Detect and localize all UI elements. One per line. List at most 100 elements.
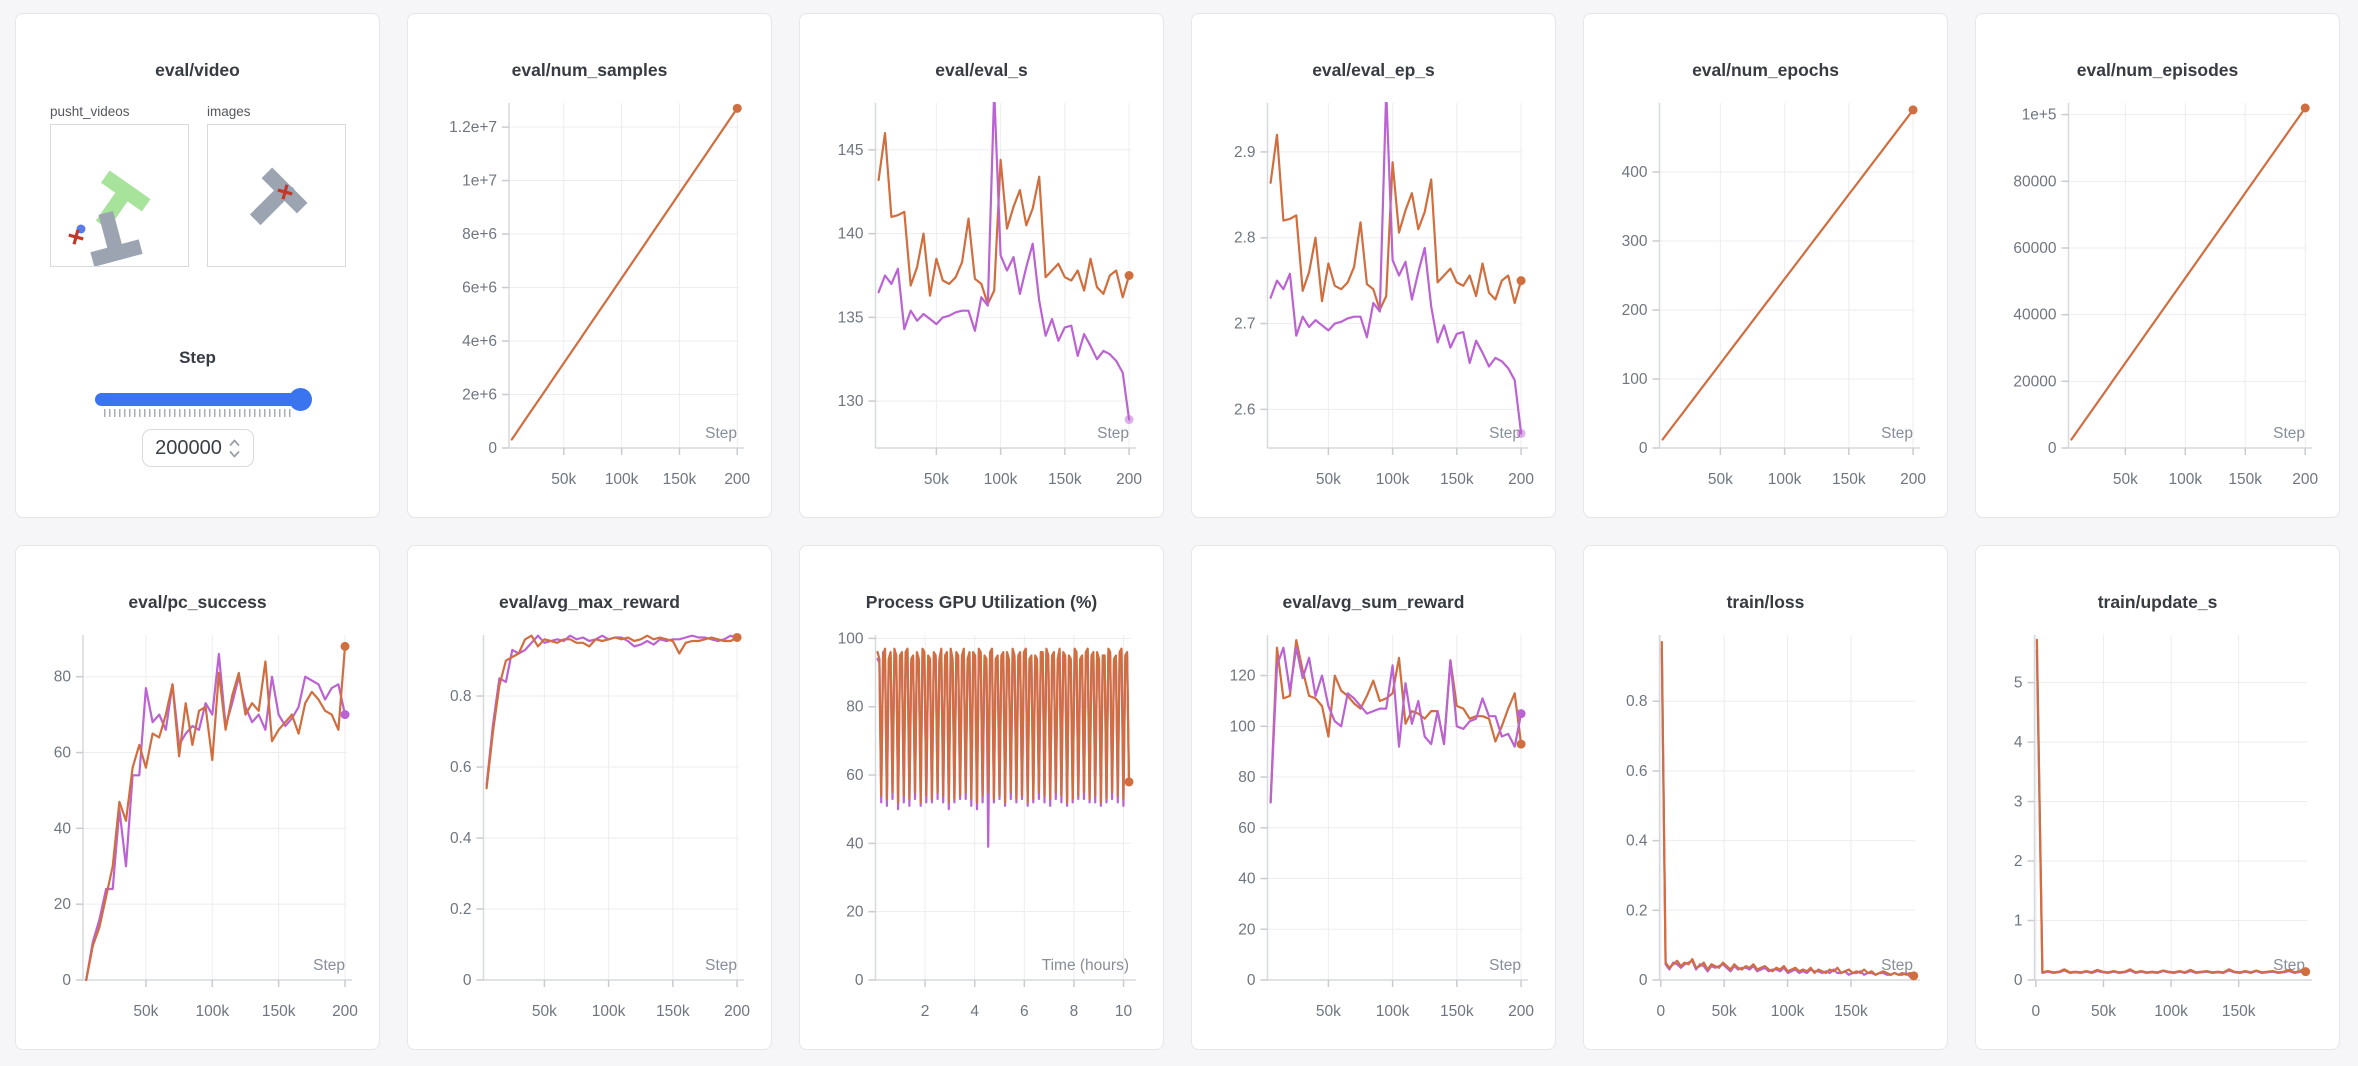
svg-text:50k: 50k <box>1316 1003 1341 1020</box>
svg-text:150k: 150k <box>1832 471 1866 488</box>
step-input[interactable]: 200000 <box>141 429 254 467</box>
svg-text:50k: 50k <box>133 1003 158 1020</box>
svg-text:Step: Step <box>705 957 737 974</box>
svg-text:120: 120 <box>1230 668 1256 685</box>
svg-text:1: 1 <box>2014 913 2023 930</box>
red-cross-icon <box>68 229 84 245</box>
line-chart[interactable]: 50k 100k 150k 200 0 2e+6 4e+6 6e+6 8e+6 1e+7 1.2e+… <box>408 88 772 518</box>
svg-text:200: 200 <box>1622 302 1648 319</box>
slider-tick-marks <box>103 409 292 417</box>
line-chart[interactable]: 0 50k 100k 150k 0 1 2 3 4 5 Step <box>1976 620 2340 1050</box>
svg-text:Step: Step <box>1881 425 1913 442</box>
svg-text:5: 5 <box>2014 675 2023 692</box>
svg-text:Time (hours): Time (hours) <box>1042 957 1129 974</box>
svg-text:100k: 100k <box>984 471 1018 488</box>
svg-text:0.6: 0.6 <box>1626 763 1648 780</box>
image-thumbnail[interactable] <box>207 124 346 267</box>
svg-text:50k: 50k <box>2113 471 2138 488</box>
svg-text:10: 10 <box>1115 1003 1133 1020</box>
chart-panel-train-update-s: train/update_s 0 50k 100k 150k 0 1 2 3 4 5 Step <box>1975 545 2340 1050</box>
svg-text:100k: 100k <box>2154 1003 2188 1020</box>
svg-text:4e+6: 4e+6 <box>462 333 497 350</box>
media-panel-eval-video: eval/video pusht_videos <box>15 13 380 518</box>
svg-text:Step: Step <box>1489 957 1521 974</box>
svg-text:150k: 150k <box>2228 471 2262 488</box>
svg-text:60: 60 <box>846 767 864 784</box>
svg-text:Step: Step <box>1489 425 1521 442</box>
svg-text:0: 0 <box>1656 1003 1665 1020</box>
svg-text:100k: 100k <box>1376 471 1410 488</box>
svg-text:300: 300 <box>1622 233 1648 250</box>
slider-track[interactable] <box>94 388 312 411</box>
svg-text:2.6: 2.6 <box>1234 401 1256 418</box>
panel-title: eval/avg_sum_reward <box>1282 592 1465 612</box>
svg-text:100k: 100k <box>195 1003 229 1020</box>
line-chart[interactable]: 50k 100k 150k 200 0 0.2 0.4 0.6 0.8 Step <box>408 620 772 1050</box>
svg-text:50k: 50k <box>2091 1003 2116 1020</box>
svg-text:100k: 100k <box>605 471 639 488</box>
line-chart[interactable]: 50k 100k 150k 200 2.6 2.7 2.8 2.9 Step <box>1192 88 1556 518</box>
svg-text:150k: 150k <box>1440 471 1474 488</box>
line-chart[interactable]: 50k 100k 150k 200 130 135 140 145 Step <box>800 88 1164 518</box>
panel-title: eval/pc_success <box>128 592 267 612</box>
svg-text:200: 200 <box>1508 1003 1534 1020</box>
svg-text:100k: 100k <box>1376 1003 1410 1020</box>
panel-title: eval/eval_s <box>935 60 1028 80</box>
svg-text:2e+6: 2e+6 <box>462 387 497 404</box>
svg-text:1e+7: 1e+7 <box>462 173 497 190</box>
svg-text:80: 80 <box>1238 769 1256 786</box>
line-chart[interactable]: 50k 100k 150k 200 0 100 200 300 400 Step <box>1584 88 1948 518</box>
svg-text:Step: Step <box>705 425 737 442</box>
svg-text:200: 200 <box>1508 471 1534 488</box>
media-row: pusht_videos <box>16 104 379 267</box>
svg-text:50k: 50k <box>924 471 949 488</box>
svg-text:0: 0 <box>2048 440 2057 457</box>
svg-text:100: 100 <box>1622 371 1648 388</box>
svg-text:8: 8 <box>1070 1003 1079 1020</box>
svg-text:0.8: 0.8 <box>1626 693 1648 710</box>
gray-t-shape <box>249 167 308 226</box>
chart-panel-process-gpu-utilization: Process GPU Utilization (%) 2 4 6 8 10 0 20 40 6… <box>799 545 1164 1050</box>
line-chart[interactable]: 50k 100k 150k 200 0 20 40 60 80 Step <box>16 620 380 1050</box>
svg-text:150k: 150k <box>1834 1003 1868 1020</box>
svg-text:0: 0 <box>2014 972 2023 989</box>
svg-text:80000: 80000 <box>2013 173 2056 190</box>
svg-text:0.2: 0.2 <box>450 901 472 918</box>
svg-text:80: 80 <box>54 669 72 686</box>
svg-text:150k: 150k <box>262 1003 296 1020</box>
svg-text:0: 0 <box>488 440 497 457</box>
svg-text:Step: Step <box>1881 957 1913 974</box>
step-value: 200000 <box>155 436 222 459</box>
panel-title: train/update_s <box>2097 592 2218 612</box>
svg-text:20: 20 <box>1238 921 1256 938</box>
panel-title: eval/num_samples <box>511 60 668 80</box>
svg-text:8e+6: 8e+6 <box>462 226 497 243</box>
svg-text:100k: 100k <box>1768 471 1802 488</box>
line-chart[interactable]: 0 50k 100k 150k 0 0.2 0.4 0.6 0.8 Step <box>1584 620 1948 1050</box>
svg-text:0: 0 <box>1247 972 1256 989</box>
panel-title: train/loss <box>1726 592 1805 612</box>
chart-panel-eval-eval-ep-s: eval/eval_ep_s 50k 100k 150k 200 2.6 2.7 2.8 2.… <box>1191 13 1556 518</box>
svg-text:20000: 20000 <box>2013 373 2056 390</box>
line-chart[interactable]: 50k 100k 150k 200 0 20000 40000 60000 80000 1e+5 S… <box>1976 88 2340 518</box>
stepper-icon[interactable] <box>229 438 240 459</box>
step-slider[interactable] <box>94 388 312 417</box>
svg-text:2.7: 2.7 <box>1234 316 1256 333</box>
svg-text:40: 40 <box>1238 871 1256 888</box>
svg-text:2.9: 2.9 <box>1234 144 1256 161</box>
svg-text:145: 145 <box>838 142 864 159</box>
svg-text:0.4: 0.4 <box>450 830 472 847</box>
pusht-image-scene <box>249 167 308 226</box>
slider-handle[interactable] <box>288 388 312 411</box>
svg-text:6e+6: 6e+6 <box>462 280 497 297</box>
line-chart[interactable]: 50k 100k 150k 200 0 20 40 60 80 100 120 Step <box>1192 620 1556 1050</box>
svg-text:0: 0 <box>463 972 472 989</box>
panel-title: eval/video <box>155 60 240 80</box>
svg-text:20: 20 <box>54 896 72 913</box>
pusht-video-thumbnail[interactable] <box>50 124 189 267</box>
svg-text:150k: 150k <box>1048 471 1082 488</box>
svg-text:2.8: 2.8 <box>1234 230 1256 247</box>
svg-text:50k: 50k <box>551 471 576 488</box>
